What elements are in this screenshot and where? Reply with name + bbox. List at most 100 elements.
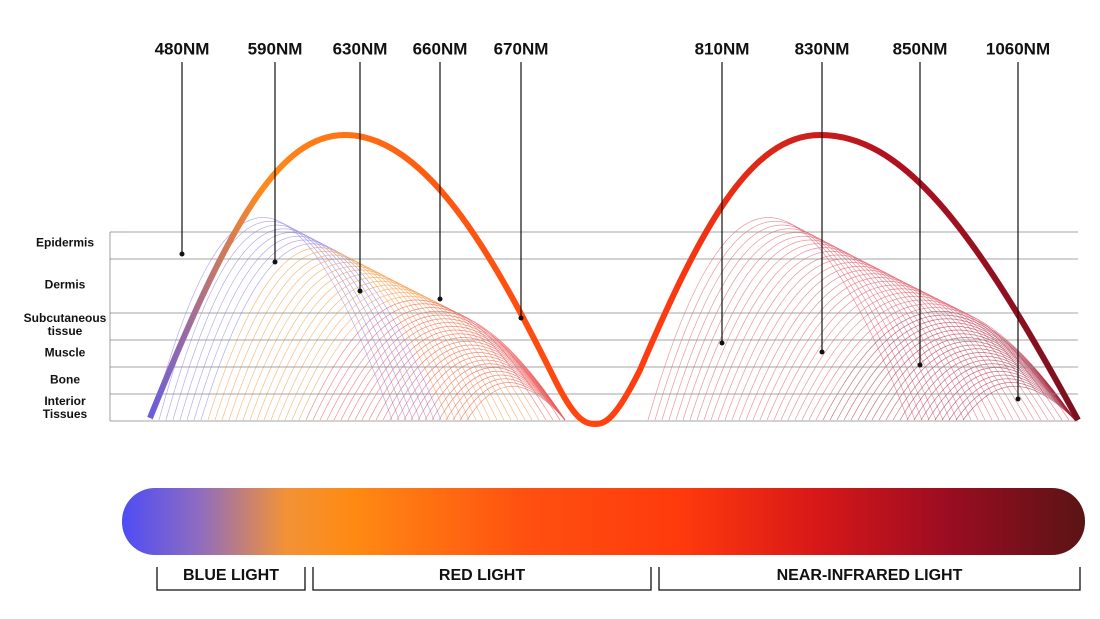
wavelength-label: 850NM <box>893 39 948 58</box>
strand <box>445 374 566 421</box>
pointer-dot <box>518 315 524 321</box>
strand <box>424 363 566 421</box>
penetration-strands <box>151 217 1076 421</box>
strand <box>752 273 1014 421</box>
strand <box>682 236 944 421</box>
strand <box>158 220 400 421</box>
strand <box>214 250 456 421</box>
strand <box>263 277 505 421</box>
layer-label: Muscle <box>44 345 86 360</box>
strand <box>836 318 1076 421</box>
pointer-dot <box>819 349 825 355</box>
top-labels: 480NM 590NM 630NM 660NM 670NM 810NM 830NM 850NM… <box>155 39 1050 402</box>
group-bracket <box>156 567 306 591</box>
strand <box>207 247 449 421</box>
strand <box>179 232 421 421</box>
strand <box>284 288 526 421</box>
strand <box>668 228 930 421</box>
group-bracket <box>312 567 652 591</box>
strand <box>745 269 1007 421</box>
strand <box>200 243 442 421</box>
strand <box>396 348 566 421</box>
strand <box>822 311 1076 421</box>
strand <box>766 281 1028 421</box>
strand <box>403 352 566 421</box>
strand <box>256 273 498 421</box>
wavelength-label: 830NM <box>795 39 850 58</box>
strand <box>710 250 972 421</box>
strand <box>717 254 979 421</box>
strand <box>452 378 566 421</box>
strand <box>962 386 1076 421</box>
strand <box>270 280 512 421</box>
wavelength-label: 660NM <box>413 39 468 58</box>
strand <box>165 224 407 421</box>
strand <box>871 337 1076 421</box>
strand <box>948 378 1076 421</box>
strand <box>857 329 1076 421</box>
strand <box>431 367 566 421</box>
strand <box>312 303 554 421</box>
strand <box>920 363 1076 421</box>
strand <box>864 333 1076 421</box>
wavelength-label: 630NM <box>333 39 388 58</box>
strand <box>850 325 1076 421</box>
strand <box>892 348 1076 421</box>
strand <box>221 254 463 421</box>
strand <box>661 224 923 421</box>
pointer-dot <box>357 288 363 294</box>
strand <box>291 292 533 421</box>
pointer-dot <box>719 340 725 346</box>
strand <box>829 314 1076 421</box>
strand <box>934 371 1076 421</box>
wavelength-label: 810NM <box>695 39 750 58</box>
pointer-dot <box>272 259 278 265</box>
wavelength-label: 1060NM <box>986 39 1050 58</box>
strand <box>298 295 540 421</box>
pointer-dot <box>1015 396 1021 402</box>
layer-label: Interior Tissues <box>42 394 88 421</box>
layer-label: Epidermis <box>35 235 95 250</box>
strand <box>878 340 1076 421</box>
strand <box>235 262 477 421</box>
strand <box>906 356 1076 421</box>
layer-label: Bone <box>50 372 80 387</box>
pointer-dot <box>437 296 443 302</box>
wavelength-label: 480NM <box>155 39 210 58</box>
strand <box>955 382 1076 421</box>
groups: BLUE LIGHT RED LIGHT NEAR-INFRARED LIGHT <box>156 567 1081 591</box>
wavelength-label: 670NM <box>494 39 549 58</box>
group-label: RED LIGHT <box>439 567 525 584</box>
wavelength-label: 590NM <box>248 39 303 58</box>
strand <box>459 382 566 421</box>
strand <box>773 284 1035 421</box>
strand <box>172 228 414 421</box>
strand <box>927 367 1076 421</box>
strand <box>885 344 1076 421</box>
strand <box>703 247 965 421</box>
layer-label: Subcutaneous tissue <box>23 311 107 338</box>
layer-label: Dermis <box>44 277 86 292</box>
strand <box>675 232 937 421</box>
strand <box>647 217 909 421</box>
strand <box>787 292 1049 421</box>
group-label: BLUE LIGHT <box>183 567 279 584</box>
strand <box>815 307 1076 421</box>
strand <box>899 352 1076 421</box>
group-bracket <box>658 567 1081 591</box>
group-label: NEAR-INFRARED LIGHT <box>777 567 963 584</box>
penetration-curve <box>147 131 1081 428</box>
strand <box>843 322 1076 421</box>
strand <box>654 220 916 421</box>
strand <box>689 239 951 421</box>
strand <box>941 374 1076 421</box>
strand <box>326 311 566 421</box>
strand <box>242 266 484 421</box>
pointer-dot <box>179 251 185 257</box>
layer-lines <box>109 231 1078 422</box>
spectrum-bar <box>122 488 1085 555</box>
strand <box>466 385 566 421</box>
strand <box>410 355 566 421</box>
